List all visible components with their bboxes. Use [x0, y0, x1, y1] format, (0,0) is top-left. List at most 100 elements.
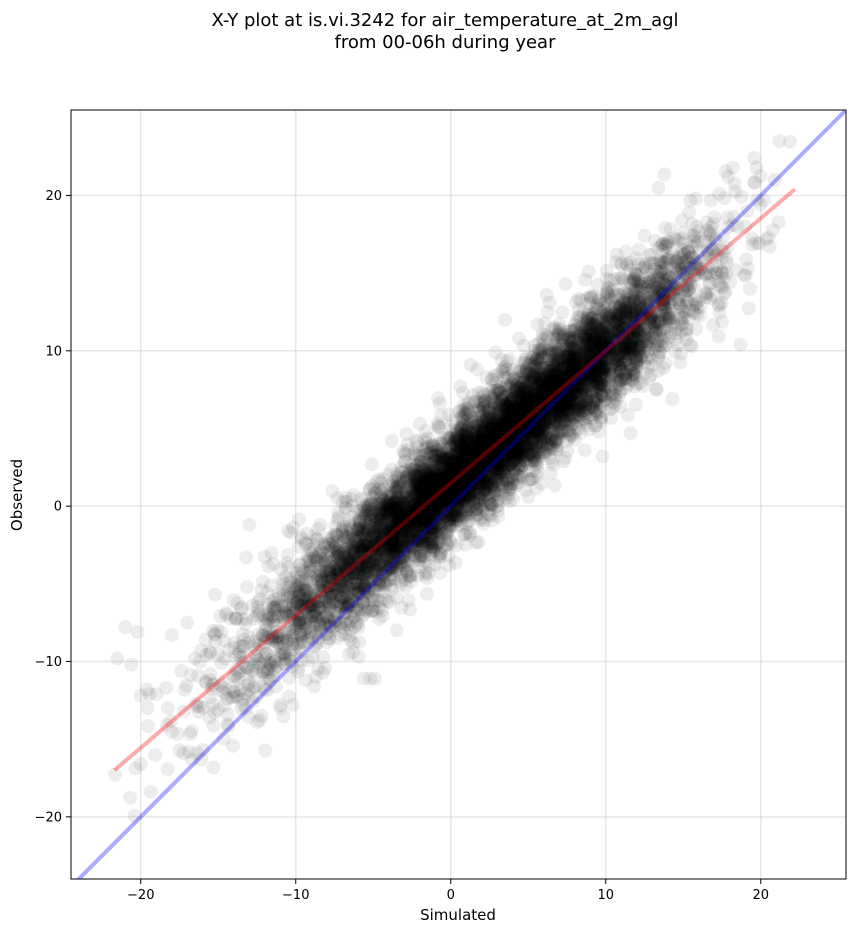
scatter-point [260, 665, 275, 680]
scatter-point [238, 660, 253, 675]
scatter-point [190, 746, 205, 761]
scatter-point [142, 687, 157, 702]
scatter-point [271, 632, 286, 647]
scatter-point [306, 581, 321, 596]
scatter-point [250, 600, 265, 615]
scatter-point [214, 678, 229, 693]
scatter-point [287, 616, 302, 631]
scatter-point [214, 625, 229, 639]
scatter-point [252, 592, 267, 607]
scatter-point [294, 583, 309, 598]
scatter-point [287, 648, 302, 663]
scatter-point [257, 649, 272, 664]
scatter-point [384, 582, 399, 597]
scatter-point [256, 665, 271, 680]
scatter-point [229, 612, 244, 627]
scatter-point [448, 447, 462, 462]
scatter-point [230, 689, 245, 704]
scatter-point [286, 636, 301, 651]
scatter-point [282, 604, 297, 619]
scatter-point [241, 709, 256, 724]
scatter-point [181, 744, 196, 759]
scatter-point [257, 628, 272, 643]
scatter-point [208, 634, 223, 649]
scatter-point [266, 632, 281, 647]
scatter-point [277, 607, 292, 622]
scatter-point [295, 593, 309, 608]
scatter-point [266, 613, 281, 628]
scatter-point [246, 680, 261, 695]
scatter-point [234, 612, 249, 627]
scatter-point [286, 520, 301, 535]
scatter-point [282, 647, 297, 662]
scatter-point [265, 599, 280, 614]
scatter-point [313, 620, 328, 635]
scatter-point [278, 652, 293, 666]
scatter-point [313, 625, 328, 640]
scatter-point [239, 660, 254, 675]
scatter-point [251, 595, 265, 610]
scatter-point [271, 628, 286, 643]
scatter-point [280, 547, 295, 562]
scatter-point [284, 586, 299, 601]
scatter-point [251, 627, 266, 642]
scatter-point [267, 641, 281, 656]
scatter-point [123, 790, 138, 805]
scatter-point [277, 653, 292, 668]
scatter-point [258, 652, 273, 667]
scatter-point [215, 684, 230, 699]
scatter-point [221, 642, 236, 657]
scatter-point [273, 562, 288, 576]
scatter-point [183, 727, 197, 741]
scatter-point [228, 610, 243, 625]
scatter-point [234, 600, 249, 615]
scatter-point [285, 608, 300, 623]
scatter-point [140, 700, 155, 715]
scatter-point [203, 646, 218, 661]
scatter-point [163, 714, 178, 728]
scatter-point [262, 607, 276, 622]
scatter-point [217, 698, 232, 713]
scatter-point [267, 600, 282, 615]
scatter-point [266, 602, 281, 617]
scatter-point [264, 632, 279, 647]
scatter-point [248, 648, 263, 663]
scatter-point [198, 674, 213, 689]
scatter-point [304, 542, 319, 557]
scatter-point [267, 614, 282, 629]
scatter-point [159, 680, 174, 695]
scatter-point [272, 635, 287, 650]
scatter-point [218, 681, 233, 696]
scatter-point [297, 577, 312, 592]
scatter-point [264, 630, 279, 645]
scatter-point [170, 726, 185, 741]
scatter-point [306, 609, 320, 623]
scatter-point [305, 605, 320, 620]
scatter-point [291, 593, 306, 608]
scatter-point [210, 647, 225, 662]
scatter-point [278, 598, 293, 613]
scatter-point [220, 717, 235, 732]
scatter-point [288, 602, 303, 617]
scatter-point [194, 643, 208, 658]
scatter-point [206, 718, 221, 733]
scatter-point [206, 677, 221, 692]
scatter-point [234, 701, 249, 716]
scatter-point [460, 422, 475, 437]
scatter-point [240, 580, 254, 595]
scatter-point [227, 635, 242, 650]
scatter-point [279, 605, 294, 620]
scatter-point [280, 556, 295, 570]
scatter-point [251, 604, 266, 619]
scatter-point [284, 654, 299, 669]
scatter-point [268, 617, 283, 632]
scatter-point [265, 630, 280, 644]
scatter-point [205, 677, 220, 692]
scatter-point [273, 698, 287, 712]
scatter-point [269, 679, 283, 694]
scatter-point [262, 610, 277, 625]
scatter-point [238, 617, 253, 631]
scatter-point [176, 746, 191, 761]
scatter-point [274, 646, 289, 660]
scatter-point [280, 585, 295, 600]
